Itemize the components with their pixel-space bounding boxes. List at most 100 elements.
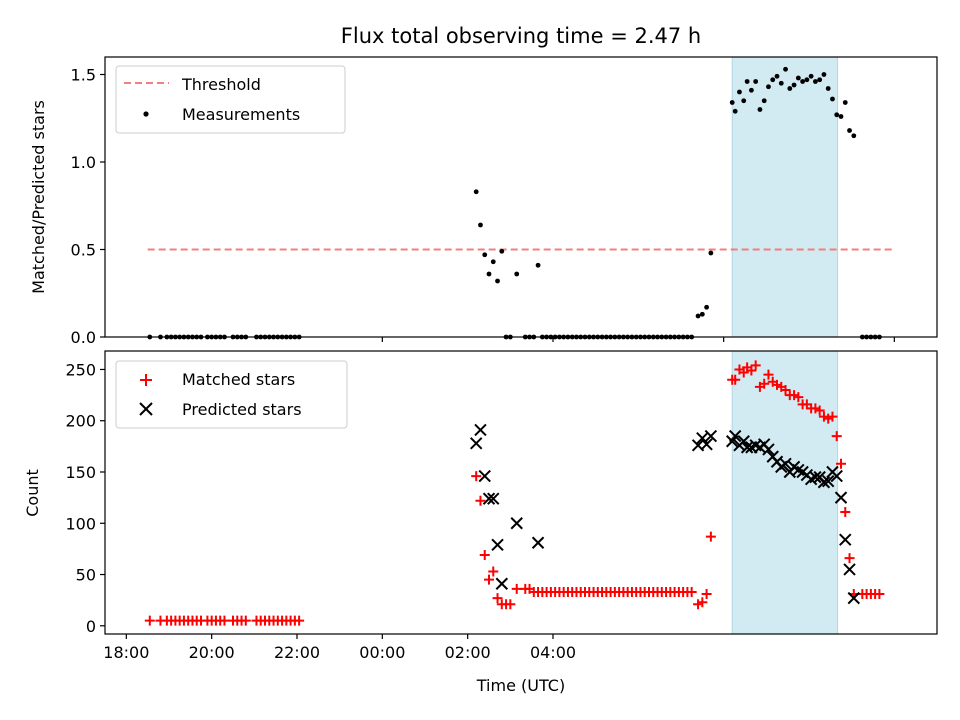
matched-star-point xyxy=(294,615,305,626)
predicted-star-point xyxy=(469,437,483,450)
predicted-star-point xyxy=(843,563,856,576)
matched-star-point xyxy=(701,589,712,600)
matched-star-point xyxy=(479,550,490,561)
measurement-point xyxy=(499,248,505,254)
matched-star-point xyxy=(488,566,499,577)
predicted-star-point xyxy=(487,492,500,505)
measurement-point xyxy=(842,100,848,105)
legend-matched-swatch xyxy=(140,374,152,386)
predicted-star-point xyxy=(482,492,496,505)
y-tick-label: 0 xyxy=(86,617,96,636)
x-tick-label: 02:00 xyxy=(445,643,491,662)
x-tick-label: 00:00 xyxy=(359,643,405,662)
y-tick-label: 100 xyxy=(65,514,96,533)
predicted-star-point xyxy=(847,591,861,605)
legend-predicted-label: Predicted stars xyxy=(182,400,302,419)
bottom-x-ticks: 18:00 20:00 22:00 00:00 02:00 04:00 xyxy=(103,634,576,662)
matched-star-point xyxy=(793,392,804,403)
x-tick-label: 20:00 xyxy=(189,643,235,662)
matched-star-point xyxy=(240,615,251,626)
measurement-point xyxy=(744,79,750,84)
matched-star-point xyxy=(475,495,486,506)
predicted-star-point xyxy=(737,435,750,448)
matched-star-point xyxy=(505,599,516,610)
measurement-point xyxy=(770,77,776,83)
measurement-point xyxy=(495,278,500,284)
top-axes-frame xyxy=(104,56,938,338)
predicted-star-point xyxy=(491,538,504,552)
measurement-point xyxy=(708,250,714,256)
measurement-point xyxy=(795,75,801,81)
bottom-legend: Matched stars Predicted stars xyxy=(115,360,348,429)
matched-star-point xyxy=(219,615,230,626)
predicted-star-point xyxy=(817,476,831,489)
legend-measurements-swatch xyxy=(143,111,149,117)
top-span-rect xyxy=(731,56,839,338)
matched-star-point xyxy=(705,531,716,542)
measurement-point xyxy=(778,80,784,86)
matched-star-point xyxy=(746,365,757,376)
y-tick-label: 200 xyxy=(65,412,96,431)
predicted-star-point xyxy=(510,517,523,530)
bottom-shaded-span xyxy=(731,350,839,635)
matched-star-point xyxy=(874,589,885,600)
y-tick-label: 150 xyxy=(65,463,96,482)
x-tick-label: 22:00 xyxy=(274,643,320,662)
predicted-star-point xyxy=(809,470,822,484)
predicted-star-point xyxy=(531,536,545,549)
matched-star-point xyxy=(144,615,155,626)
matched-star-point xyxy=(484,574,494,585)
measurement-point xyxy=(783,66,788,72)
y-tick-label: 0.0 xyxy=(71,328,96,347)
matched-star-point xyxy=(697,597,708,608)
measurement-point xyxy=(741,98,747,104)
bottom-legend-box xyxy=(115,360,348,429)
y-tick-label: 1.5 xyxy=(71,66,96,85)
measurement-point xyxy=(774,73,780,79)
predicted-star-point xyxy=(839,533,852,546)
measurement-point xyxy=(804,77,810,83)
measurement-point xyxy=(800,79,805,84)
predicted-star-point xyxy=(762,443,775,456)
x-tick-label: 18:00 xyxy=(103,643,149,662)
measurement-point xyxy=(535,262,541,268)
matched-star-point xyxy=(814,405,825,416)
predicted-star-point xyxy=(478,469,491,483)
predicted-star-point xyxy=(474,423,487,437)
legend-measurements-label: Measurements xyxy=(182,105,300,124)
bot-span-rect xyxy=(731,350,839,635)
top-shaded-span xyxy=(731,56,839,338)
matched-star-point xyxy=(836,458,846,469)
chart-title: Flux total observing time = 2.47 h xyxy=(341,24,701,48)
predicted-star-point xyxy=(704,429,718,443)
measurement-point xyxy=(490,259,496,265)
measurement-point xyxy=(808,73,814,79)
predicted-star-point xyxy=(834,491,848,504)
measurement-point xyxy=(851,133,857,139)
matched-star-point xyxy=(471,471,482,482)
measurement-point xyxy=(787,86,793,91)
measurement-point xyxy=(830,96,835,102)
matched-star-point xyxy=(750,360,761,371)
measurement-point xyxy=(757,107,763,112)
top-legend: Threshold Measurements xyxy=(115,65,346,134)
top-x-ticks xyxy=(381,337,895,342)
y-tick-label: 250 xyxy=(65,360,96,379)
measurement-point xyxy=(699,311,705,317)
measurement-point xyxy=(704,304,709,310)
matched-star-point xyxy=(831,431,842,442)
matched-star-point xyxy=(511,583,522,594)
top-y-ticks: 0.0 0.5 1.0 1.5 xyxy=(71,66,105,347)
matched-star-point xyxy=(763,369,774,380)
measurement-point xyxy=(478,222,483,228)
legend-threshold-label: Threshold xyxy=(181,75,261,94)
matched-star-point xyxy=(492,593,503,604)
measurement-point xyxy=(749,87,754,93)
bottom-panel: 0 50 100 150 200 250 18:00 20:00 22:00 00:00 02:0… xyxy=(23,350,938,695)
measurement-point xyxy=(473,189,479,195)
matched-star-point xyxy=(780,384,791,395)
top-panel: 0.0 0.5 1.0 1.5 Matched/Predicted stars Thr… xyxy=(29,56,938,347)
measurement-point xyxy=(482,252,488,258)
x-axis-label: Time (UTC) xyxy=(476,676,565,695)
